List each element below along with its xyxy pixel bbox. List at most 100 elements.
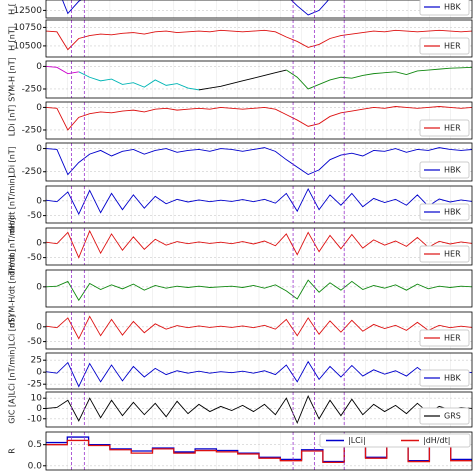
y-tick-label: -50 [27, 253, 42, 263]
panel: 0 -250 LDi [nT] HBK [8, 142, 473, 182]
axes-frame [45, 391, 473, 428]
y-tick-label: -250 [22, 84, 43, 94]
series-line [198, 69, 287, 91]
series-line [46, 187, 472, 216]
series-group [46, 395, 472, 425]
y-tick-label: -10 [27, 414, 42, 424]
series-line [46, 65, 79, 75]
legend-label: HBK [444, 166, 462, 175]
series-group [46, 360, 472, 388]
y-tick-label: 10500 [13, 41, 42, 51]
axes-frame [45, 19, 473, 58]
y-tick-label: -25 [27, 380, 42, 390]
panel: 100-10 GIC [A] GRS [8, 391, 473, 428]
series-line [46, 360, 472, 388]
y-tick-label: 10 [31, 394, 43, 404]
series-line [46, 229, 472, 259]
axes-frame [45, 352, 473, 390]
legend: HER [419, 329, 470, 347]
legend: HER [419, 119, 470, 137]
series-line [46, 395, 472, 425]
series-group [46, 279, 472, 302]
axes-frame [45, 269, 473, 308]
panel: 25 0 -25 LCi [nT/min] HBK [8, 347, 473, 396]
y-tick-label: 0 [36, 368, 42, 378]
legend: HBK [419, 203, 470, 221]
legend-box [419, 203, 470, 221]
y-axis-label: SYM-H [nT] [8, 57, 17, 102]
legend: HER [419, 245, 470, 263]
axes-frame [45, 311, 473, 350]
series-group [46, 29, 472, 51]
y-tick-label: 0 [36, 196, 42, 206]
y-tick-label: -50 [27, 211, 42, 221]
series-line [46, 315, 472, 340]
legend-label: HER [444, 124, 461, 133]
y-tick-label: 0 [36, 62, 42, 72]
y-tick-label: 0 [36, 238, 42, 248]
y-tick-label: 0 [36, 282, 42, 292]
y-tick-label: -50 [27, 337, 42, 347]
series-group [46, 187, 472, 216]
legend-label: HBK [444, 3, 462, 12]
series-line [46, 279, 472, 302]
y-tick-label: -250 [22, 125, 43, 135]
legend: HBK [419, 369, 470, 387]
y-tick-label: 10750 [13, 23, 42, 33]
legend-label: |LCi| [348, 436, 366, 445]
legend-box [419, 37, 470, 55]
legend-label: |dH/dt| [423, 436, 450, 445]
axes-frame [45, 101, 473, 140]
panel: 0 -50 LCi [nT] HER [8, 311, 473, 350]
legend-box [419, 0, 470, 16]
series-line [78, 71, 199, 91]
series-line [46, 29, 472, 51]
y-axis-label: dSYM-H/dt [nT/min] [8, 249, 17, 327]
y-axis-label: LCi [nT] [8, 315, 17, 346]
y-axis-label: GIC [A] [8, 395, 17, 423]
legend-box [419, 161, 470, 179]
legend-label: GRS [444, 412, 461, 421]
panel: 0 dSYM-H/dt [nT/min] [8, 249, 473, 328]
legend: HBK [419, 0, 470, 16]
legend-box [419, 119, 470, 137]
panel: 0 -250 SYM-H [nT] [8, 57, 473, 102]
y-axis-label: LDi [nT] [8, 105, 17, 137]
y-tick-label: 25 [31, 356, 42, 366]
y-tick-label: 0 [36, 322, 42, 332]
series-group [46, 65, 472, 91]
axes-frame [45, 60, 473, 99]
legend: HER [419, 37, 470, 55]
panel: 0 -50 dH/dt [nT/min] HBK [8, 175, 473, 234]
y-axis-label: dH/dt [nT/min] [8, 175, 17, 234]
series-group [46, 147, 472, 176]
y-axis-label: dH/dt [nT/min] [8, 217, 17, 276]
legend-label: HBK [444, 374, 462, 383]
legend: HBK [419, 161, 470, 179]
y-axis-label: H [ [8, 3, 17, 15]
legend-label: HER [444, 42, 461, 51]
series-line [46, 106, 472, 131]
y-axis-label: R [8, 448, 17, 454]
series-group [46, 229, 472, 259]
legend-box [419, 329, 470, 347]
y-tick-label: 0 [36, 103, 42, 113]
panel: 0 -250 LDi [nT] HER [8, 101, 473, 140]
axes-frame [45, 185, 473, 224]
y-tick-label: 12500 [13, 6, 42, 16]
y-axis-label: LDi [nT] [8, 146, 17, 178]
series-line [286, 66, 472, 90]
axes-frame [45, 227, 473, 266]
axes-frame [45, 0, 473, 19]
legend-label: HBK [444, 208, 462, 217]
y-axis-label: LCi [nT/min] [8, 347, 17, 396]
panel: 0.5 0.0 R |LCi| |dH/dt| [8, 431, 473, 471]
y-tick-label: 0.5 [28, 440, 42, 450]
series-group [46, 106, 472, 131]
legend-box [419, 245, 470, 263]
legend: |LCi| |dH/dt| [319, 433, 471, 448]
legend-box [419, 407, 470, 425]
y-tick-label: 0 [36, 144, 42, 154]
y-tick-label: 0.0 [28, 461, 43, 471]
